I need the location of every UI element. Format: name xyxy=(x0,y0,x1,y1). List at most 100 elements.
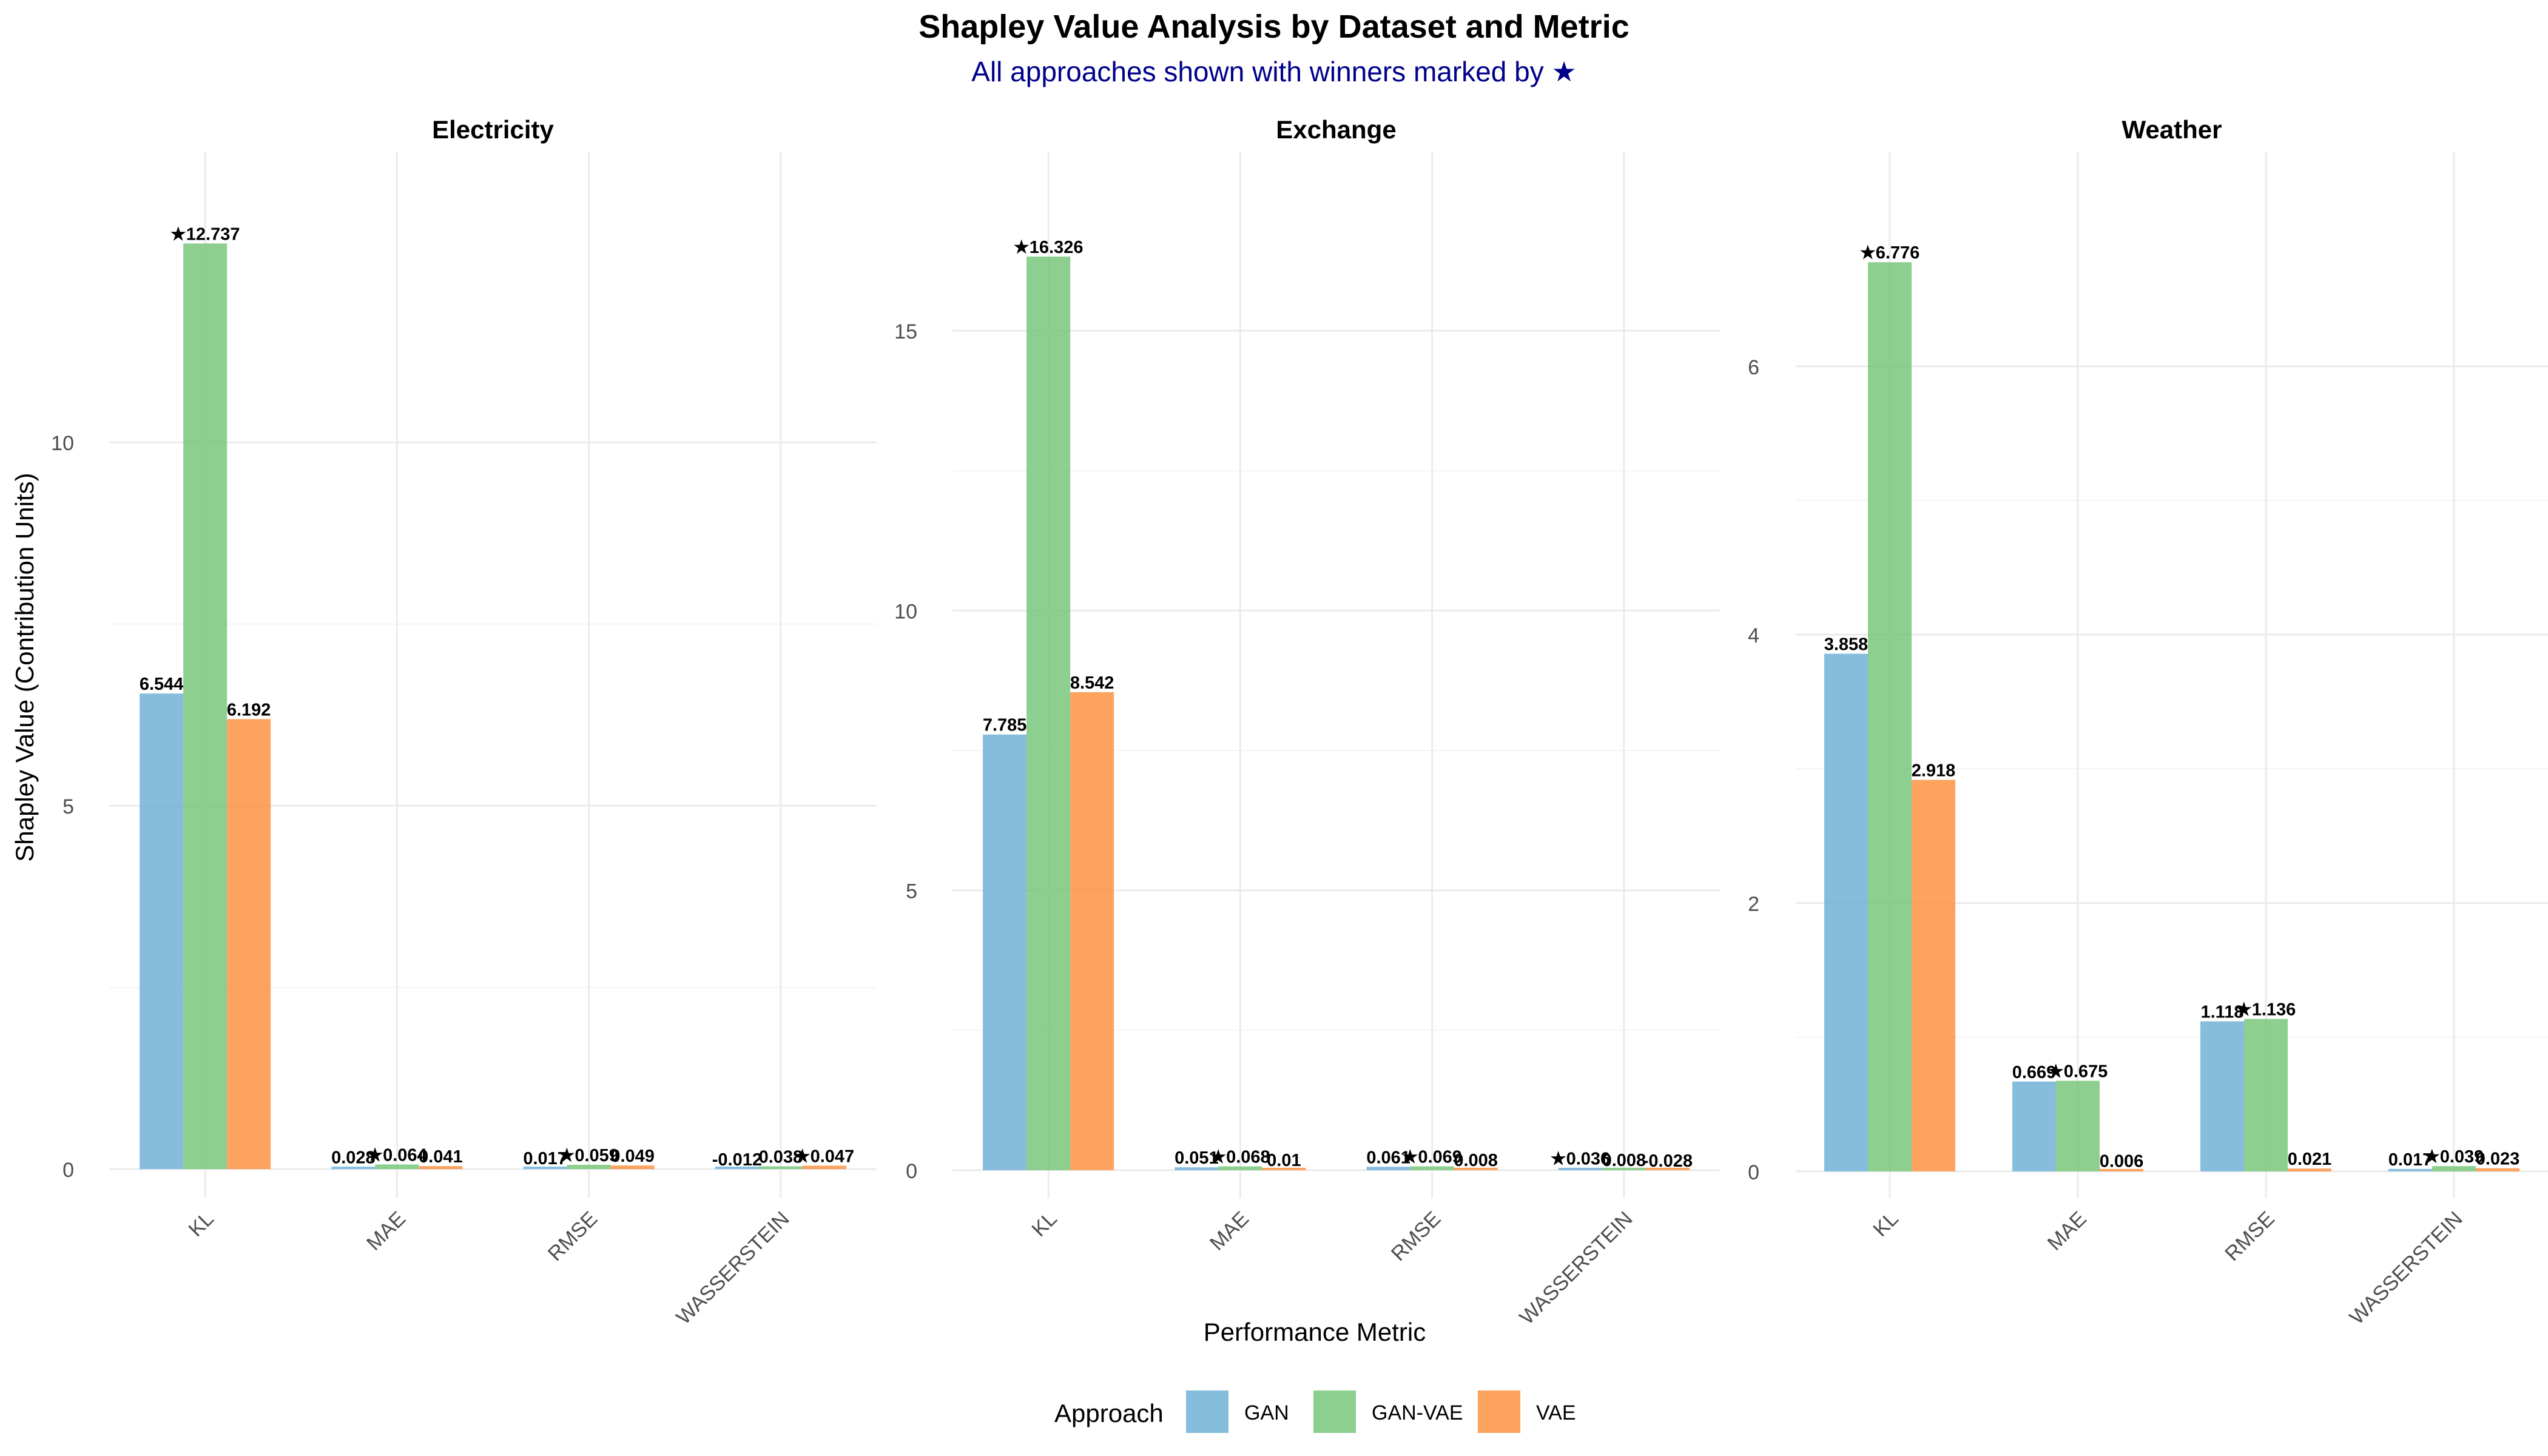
x-tick-label: WASSERSTEIN xyxy=(672,1207,794,1329)
bar-gan-vae-kl xyxy=(183,243,228,1170)
x-tick-label: KL xyxy=(1869,1207,1903,1241)
bar-gan-wasserstein xyxy=(715,1167,759,1170)
bar-gan-vae-kl xyxy=(1026,256,1071,1170)
y-tick-label: 5 xyxy=(906,880,917,903)
panel-electricity: 0510Electricity6.544★12.7376.192KL0.028★… xyxy=(51,115,877,1329)
bar-gan-vae-mae xyxy=(2056,1080,2100,1171)
bar-vae-wasserstein xyxy=(2476,1168,2519,1171)
data-label: -0.012 xyxy=(712,1150,762,1170)
bar-gan-mae xyxy=(1175,1167,1219,1170)
x-tick-label: RMSE xyxy=(1387,1207,1445,1266)
y-tick-label: 15 xyxy=(894,320,917,343)
panel-exchange: 051015Exchange7.785★16.3268.542KL0.051★0… xyxy=(894,115,1720,1329)
data-label: 0.01 xyxy=(1267,1151,1301,1170)
data-label: ★1.136 xyxy=(2236,1000,2296,1020)
data-label: 0.017 xyxy=(523,1149,567,1168)
data-label: 8.542 xyxy=(1070,673,1114,693)
x-tick-label: MAE xyxy=(1205,1207,1253,1255)
data-label: ★0.675 xyxy=(2048,1062,2108,1081)
data-label: ★0.039 xyxy=(2424,1147,2484,1167)
data-label: 0.049 xyxy=(610,1147,655,1166)
y-tick-label: 0 xyxy=(1748,1161,1759,1184)
bar-gan-kl xyxy=(983,734,1027,1170)
data-label: ★6.776 xyxy=(1860,243,1920,263)
bar-gan-vae-wasserstein xyxy=(2432,1166,2476,1171)
bar-gan-mae xyxy=(331,1167,376,1170)
data-label: 2.918 xyxy=(1912,761,1956,780)
legend: Approach GAN GAN-VAE VAE xyxy=(1054,1390,1576,1433)
bar-gan-vae-rmse xyxy=(567,1165,611,1170)
bar-vae-rmse xyxy=(2288,1168,2331,1171)
data-label: ★12.737 xyxy=(170,224,240,244)
data-label: 0.006 xyxy=(2100,1151,2144,1171)
y-axis-label: Shapley Value (Contribution Units) xyxy=(10,473,39,861)
data-label: ★16.326 xyxy=(1014,238,1084,257)
bar-gan-vae-wasserstein xyxy=(758,1166,803,1170)
legend-label-vae: VAE xyxy=(1536,1401,1576,1424)
data-label: 0.061 xyxy=(1366,1148,1410,1167)
chart-title: Shapley Value Analysis by Dataset and Me… xyxy=(918,8,1629,45)
bar-gan-vae-rmse xyxy=(1410,1166,1454,1170)
bar-vae-kl xyxy=(1070,692,1114,1170)
legend-label-gan-vae: GAN-VAE xyxy=(1372,1401,1463,1424)
data-label: ★0.064 xyxy=(367,1145,427,1165)
bar-gan-vae-wasserstein xyxy=(1602,1167,1646,1170)
bar-gan-rmse xyxy=(523,1167,567,1170)
bar-gan-vae-mae xyxy=(375,1164,419,1170)
data-label: 3.858 xyxy=(1824,635,1869,655)
y-tick-label: 10 xyxy=(894,600,917,623)
x-tick-label: MAE xyxy=(2043,1207,2091,1255)
bar-vae-mae xyxy=(419,1166,463,1170)
data-label: 0.028 xyxy=(331,1148,376,1168)
panel-title: Electricity xyxy=(432,115,554,144)
y-tick-label: 5 xyxy=(62,795,74,818)
legend-swatch-vae xyxy=(1478,1390,1520,1433)
y-tick-label: 10 xyxy=(51,432,74,455)
y-tick-label: 0 xyxy=(906,1160,917,1183)
x-tick-label: KL xyxy=(184,1207,218,1241)
bar-vae-kl xyxy=(227,719,271,1170)
bar-vae-rmse xyxy=(610,1165,655,1170)
x-tick-label: WASSERSTEIN xyxy=(2345,1207,2467,1329)
bar-gan-rmse xyxy=(1366,1167,1410,1170)
x-tick-label: KL xyxy=(1028,1207,1062,1241)
data-label: 6.544 xyxy=(140,675,184,694)
bar-vae-mae xyxy=(1262,1167,1306,1170)
bar-gan-kl xyxy=(140,693,184,1170)
bar-vae-kl xyxy=(1912,780,1955,1171)
bar-gan-vae-rmse xyxy=(2244,1019,2288,1171)
bar-gan-wasserstein xyxy=(1558,1167,1602,1170)
y-tick-label: 0 xyxy=(62,1159,74,1182)
legend-title: Approach xyxy=(1054,1399,1164,1427)
data-label: 0.008 xyxy=(1602,1151,1646,1170)
data-label: 6.192 xyxy=(227,700,271,720)
legend-swatch-gan-vae xyxy=(1313,1390,1356,1433)
data-label: 0.669 xyxy=(2012,1063,2057,1082)
legend-swatch-gan xyxy=(1186,1390,1228,1433)
x-tick-label: RMSE xyxy=(2220,1207,2279,1266)
data-label: 0.008 xyxy=(1454,1151,1498,1170)
data-label: 7.785 xyxy=(983,716,1027,735)
y-tick-label: 2 xyxy=(1748,892,1759,915)
panel-weather: 0 2 4 6 Weather 3.858 ★6.776 2.918 KL 0.669★0.675… xyxy=(1748,115,2548,1329)
facet-panels: 0510Electricity6.544★12.7376.192KL0.028★… xyxy=(51,115,2548,1329)
bar-vae-wasserstein xyxy=(1645,1167,1690,1170)
bar-gan-vae-kl xyxy=(1868,262,1912,1171)
data-label: ★0.036 xyxy=(1551,1150,1611,1169)
x-tick-label: WASSERSTEIN xyxy=(1515,1207,1637,1329)
data-label: 0.017 xyxy=(2388,1150,2433,1170)
data-label: ★0.068 xyxy=(1210,1148,1270,1167)
bar-gan-rmse xyxy=(2200,1021,2244,1171)
data-label: ★0.047 xyxy=(795,1147,855,1166)
data-label: 0.021 xyxy=(2288,1150,2332,1169)
y-tick-label: 4 xyxy=(1748,624,1759,647)
data-label: ★0.069 xyxy=(1402,1148,1462,1167)
data-label: 0.023 xyxy=(2476,1150,2520,1169)
x-tick-label: MAE xyxy=(362,1207,410,1255)
bar-gan-vae-mae xyxy=(1218,1166,1262,1170)
legend-label-gan: GAN xyxy=(1244,1401,1289,1424)
data-label: -0.028 xyxy=(1643,1151,1693,1171)
data-label: 0.041 xyxy=(419,1147,463,1167)
panel-title: Exchange xyxy=(1276,115,1396,144)
